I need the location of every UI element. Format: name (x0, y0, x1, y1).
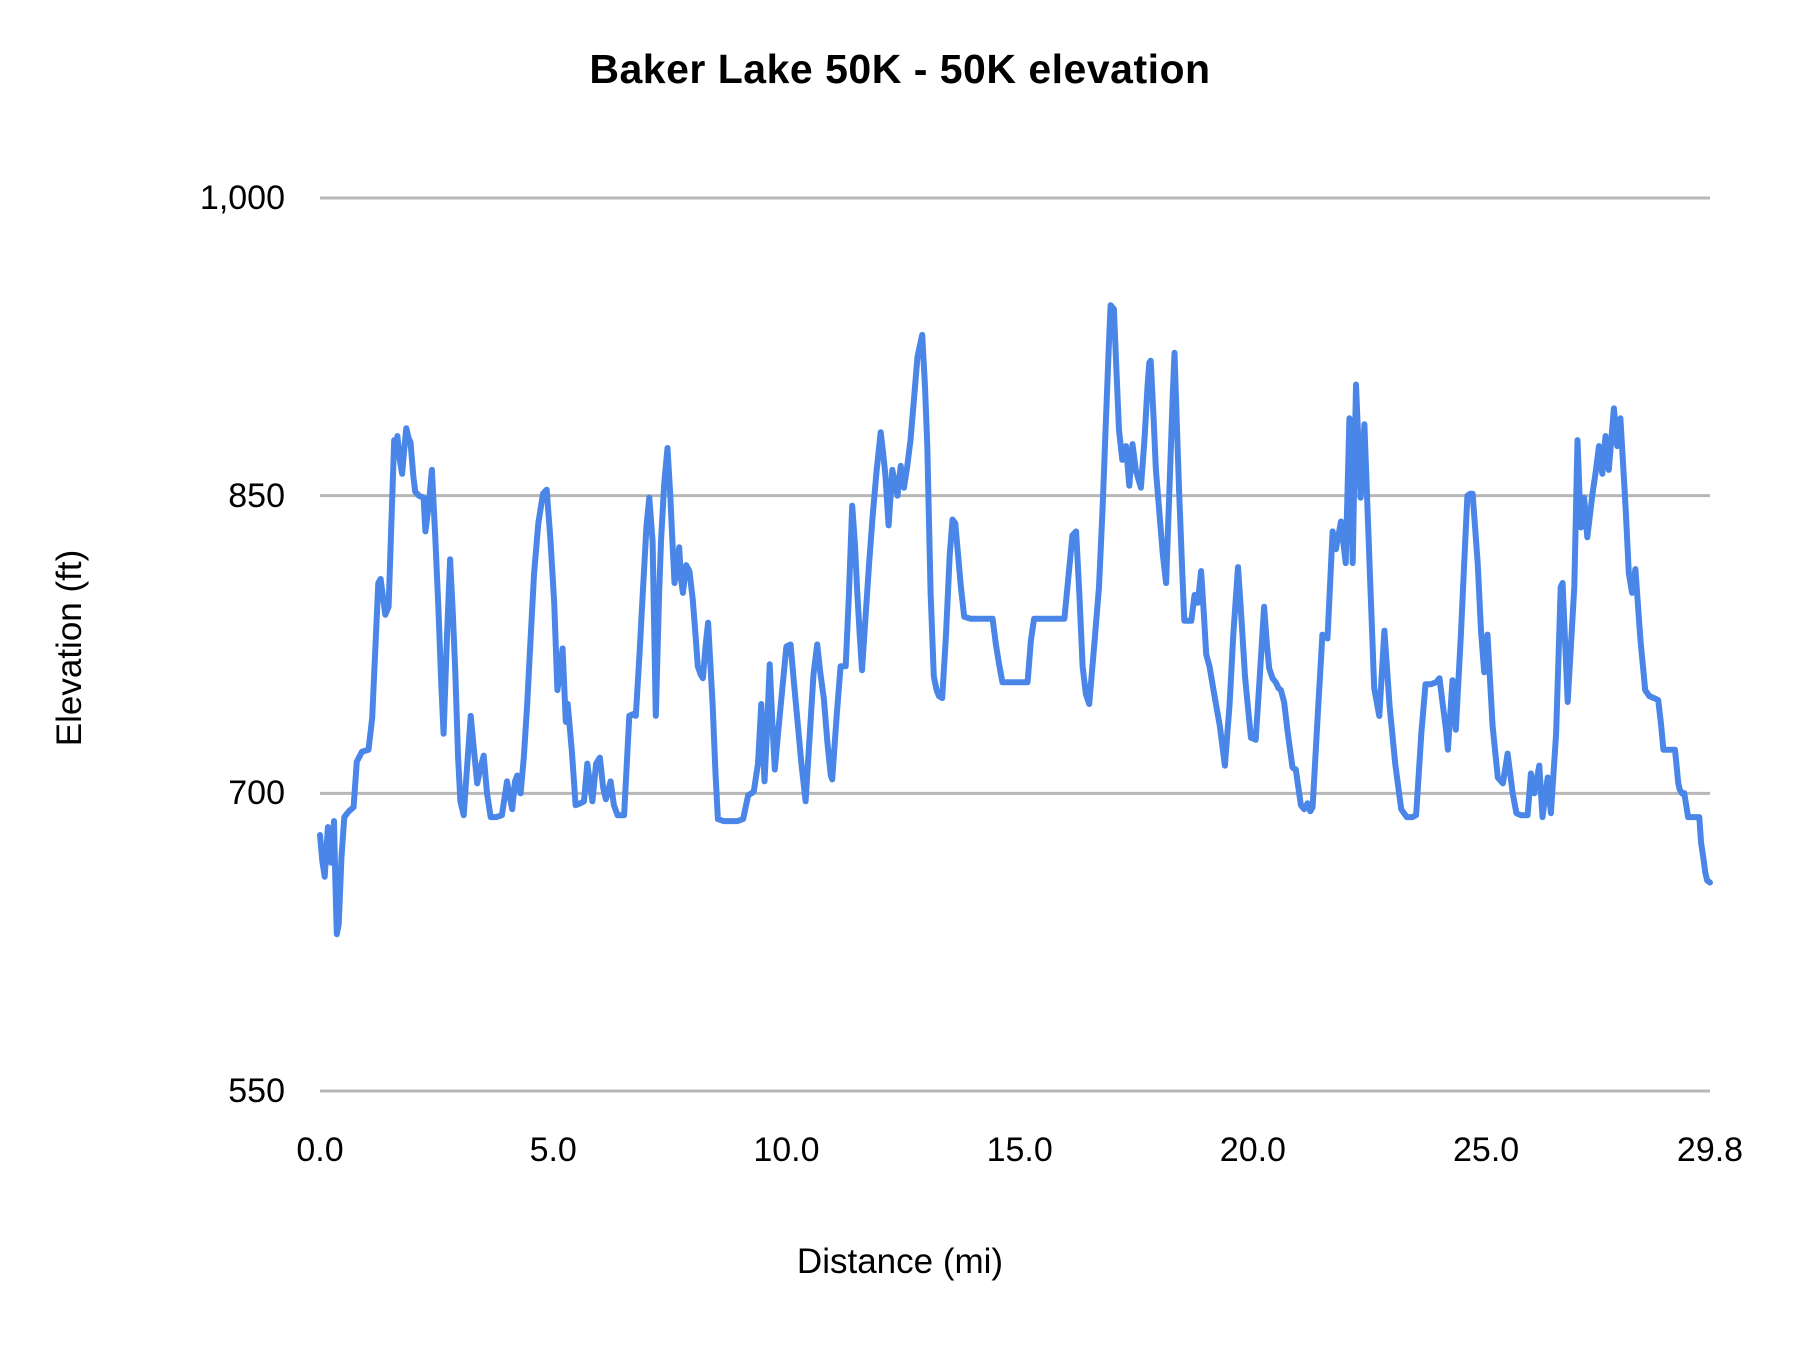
y-tick-label-550: 550 (228, 1072, 285, 1110)
x-tick-label-15.0: 15.0 (986, 1131, 1053, 1169)
y-tick-label-1,000: 1,000 (199, 179, 285, 217)
x-tick-label-20.0: 20.0 (1219, 1131, 1286, 1169)
x-tick-label-25.0: 25.0 (1453, 1131, 1520, 1169)
y-tick-label-700: 700 (228, 774, 285, 813)
chart-title: Baker Lake 50K - 50K elevation (589, 46, 1211, 92)
x-tick-label-5.0: 5.0 (529, 1131, 577, 1169)
x-tick-label-29.8: 29.8 (1676, 1131, 1744, 1169)
y-tick-label-850: 850 (228, 476, 285, 515)
elevation-line-series (317, 302, 1713, 938)
x-tick-label-10.0: 10.0 (753, 1131, 820, 1169)
x-axis-title: Distance (mi) (796, 1242, 1004, 1281)
x-tick-label-0.0: 0.0 (296, 1131, 344, 1169)
